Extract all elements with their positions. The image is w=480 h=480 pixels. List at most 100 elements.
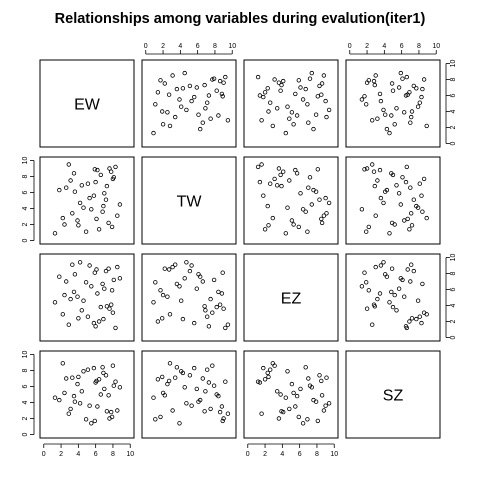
data-point — [223, 74, 228, 80]
data-point — [79, 183, 84, 188]
panel-border-3-2 — [243, 350, 339, 439]
data-point — [415, 298, 421, 303]
data-point — [415, 104, 421, 109]
variable-label-sz: SZ — [383, 388, 404, 405]
data-point — [187, 83, 193, 89]
data-point — [408, 120, 413, 125]
data-point — [178, 104, 184, 109]
data-point — [285, 369, 290, 374]
data-point — [203, 389, 208, 394]
data-point — [158, 288, 163, 293]
data-point — [113, 379, 118, 384]
data-point — [373, 264, 378, 270]
data-point — [93, 324, 98, 329]
tick-label: 10 — [126, 451, 134, 458]
data-point — [187, 373, 193, 378]
data-point — [381, 260, 386, 265]
data-point — [159, 109, 165, 114]
data-point — [158, 414, 163, 420]
data-point — [220, 94, 225, 99]
tick-label: 0 — [348, 43, 352, 50]
data-point — [219, 404, 225, 409]
data-point — [70, 262, 75, 267]
data-point — [283, 130, 288, 136]
data-point — [100, 365, 105, 370]
data-point — [167, 361, 173, 366]
data-point — [305, 417, 310, 422]
tick-label: 6 — [196, 43, 200, 50]
data-point — [375, 296, 380, 302]
data-point — [110, 363, 116, 368]
data-point — [102, 191, 107, 196]
data-point — [57, 397, 62, 403]
data-point — [204, 100, 210, 105]
tick-label: 2 — [22, 416, 29, 420]
data-point — [184, 401, 189, 406]
data-point — [313, 399, 319, 404]
data-point — [262, 90, 268, 95]
data-point — [305, 229, 310, 234]
data-point — [392, 292, 397, 298]
data-point — [57, 187, 62, 193]
tick-label: 2 — [22, 222, 29, 226]
data-point — [293, 167, 298, 173]
data-point — [417, 314, 422, 319]
data-point — [216, 393, 221, 399]
data-point — [184, 107, 189, 113]
data-point — [313, 189, 319, 194]
data-point — [417, 181, 422, 186]
data-point — [166, 267, 172, 272]
data-point — [68, 406, 73, 412]
data-point — [191, 320, 197, 326]
data-point — [170, 264, 175, 270]
data-point — [103, 268, 109, 274]
data-point — [94, 378, 99, 384]
panel-border-0-0 — [39, 59, 135, 148]
data-point — [98, 392, 103, 397]
data-point — [298, 85, 303, 90]
data-point — [85, 367, 91, 372]
data-point — [220, 418, 225, 424]
data-point — [296, 414, 301, 420]
data-point — [115, 213, 120, 218]
data-point — [223, 379, 228, 384]
data-point — [113, 325, 118, 331]
data-point — [165, 110, 170, 115]
data-point — [293, 404, 298, 409]
data-point — [70, 211, 75, 216]
data-point — [102, 386, 107, 392]
data-point — [375, 116, 380, 121]
data-point — [419, 193, 424, 198]
data-point — [68, 296, 73, 302]
data-point — [306, 376, 311, 381]
data-point — [275, 389, 280, 394]
data-point — [89, 284, 94, 289]
data-point — [362, 94, 367, 99]
data-point — [415, 205, 421, 210]
panel-border-1-1 — [141, 156, 237, 245]
data-point — [100, 281, 105, 287]
data-point — [166, 92, 172, 97]
data-point — [359, 97, 365, 102]
panel-border-2-2 — [243, 253, 339, 342]
data-point — [276, 416, 282, 421]
data-point — [180, 316, 186, 322]
data-point — [307, 175, 313, 180]
data-point — [202, 304, 207, 309]
data-point — [275, 183, 280, 188]
data-point — [307, 76, 313, 81]
data-point — [373, 73, 378, 78]
tick-label: 2 — [263, 451, 267, 458]
panel-border-0-1 — [141, 59, 237, 148]
tick-label: 6 — [22, 190, 29, 194]
data-point — [396, 191, 402, 196]
data-point — [298, 386, 303, 392]
data-point — [194, 386, 199, 392]
data-point — [405, 92, 410, 97]
data-point — [411, 197, 416, 202]
data-point — [77, 200, 83, 206]
data-point — [404, 164, 409, 170]
data-point — [383, 189, 388, 194]
data-point — [62, 292, 67, 298]
data-point — [384, 126, 390, 132]
